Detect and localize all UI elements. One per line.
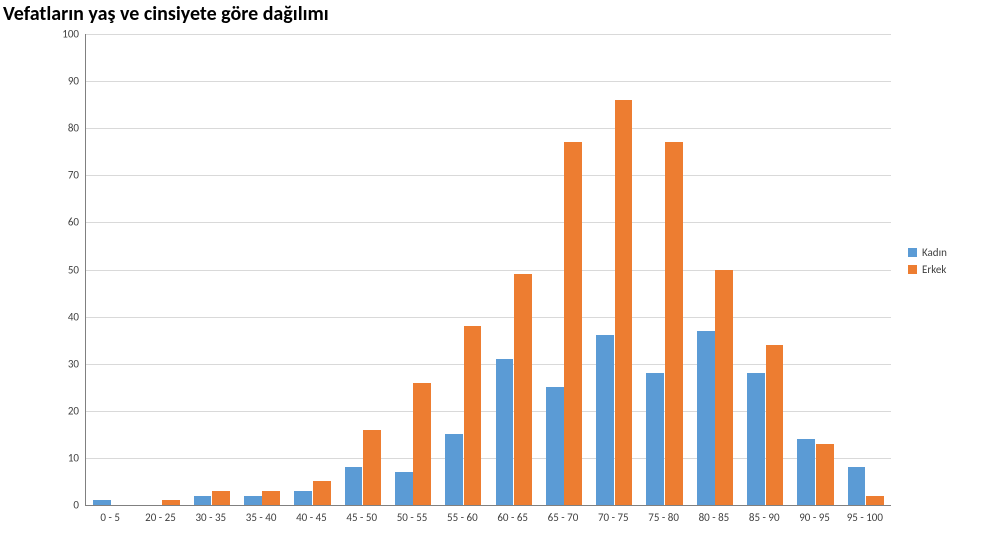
y-tick-label: 20 [55, 404, 79, 417]
bar [212, 491, 230, 505]
legend-item: Erkek [908, 263, 947, 276]
bar [496, 359, 514, 505]
bar [244, 496, 262, 505]
gridline [86, 270, 891, 271]
bar [816, 444, 834, 505]
y-tick-label: 100 [55, 28, 79, 41]
legend-label: Erkek [922, 263, 946, 276]
x-tick-label: 20 - 25 [145, 511, 176, 524]
bar [646, 373, 664, 505]
y-tick-label: 30 [55, 357, 79, 370]
y-tick-label: 40 [55, 310, 79, 323]
y-tick-label: 70 [55, 169, 79, 182]
x-tick-label: 35 - 40 [246, 511, 277, 524]
bar [445, 434, 463, 505]
bar [665, 142, 683, 505]
bar [697, 331, 715, 505]
bar [715, 270, 733, 506]
x-tick-label: 65 - 70 [548, 511, 579, 524]
x-tick-label: 85 - 90 [749, 511, 780, 524]
bar [866, 496, 884, 505]
bar [162, 500, 180, 505]
x-tick-label: 80 - 85 [699, 511, 730, 524]
x-tick-label: 0 - 5 [100, 511, 120, 524]
bar [564, 142, 582, 505]
bar [294, 491, 312, 505]
x-tick-label: 70 - 75 [598, 511, 629, 524]
bar [514, 274, 532, 505]
gridline [86, 175, 891, 176]
y-tick-label: 90 [55, 75, 79, 88]
legend-label: Kadın [922, 246, 947, 259]
x-tick-label: 55 - 60 [447, 511, 478, 524]
y-tick-label: 10 [55, 451, 79, 464]
y-tick-label: 80 [55, 122, 79, 135]
bar [596, 335, 614, 505]
y-tick-label: 50 [55, 263, 79, 276]
x-tick-label: 75 - 80 [648, 511, 679, 524]
bar [848, 467, 866, 505]
bar [413, 383, 431, 505]
chart-title: Vefatların yaş ve cinsiyete göre dağılım… [3, 2, 329, 26]
bar [747, 373, 765, 505]
x-tick-label: 50 - 55 [397, 511, 428, 524]
bar [363, 430, 381, 505]
legend-swatch [908, 265, 917, 274]
y-tick-label: 60 [55, 216, 79, 229]
bar [262, 491, 280, 505]
bar [766, 345, 784, 505]
x-tick-label: 40 - 45 [296, 511, 327, 524]
plot-area [85, 34, 891, 506]
bar [615, 100, 633, 505]
bar [546, 387, 564, 505]
bar [797, 439, 815, 505]
legend: Kadın Erkek [908, 246, 947, 280]
gridline [86, 34, 891, 35]
x-tick-label: 45 - 50 [346, 511, 377, 524]
bar [464, 326, 482, 505]
bar [313, 481, 331, 505]
y-tick-label: 0 [55, 499, 79, 512]
bar [345, 467, 363, 505]
x-tick-label: 95 - 100 [847, 511, 883, 524]
bar [194, 496, 212, 505]
x-tick-label: 90 - 95 [799, 511, 830, 524]
legend-item: Kadın [908, 246, 947, 259]
gridline [86, 222, 891, 223]
gridline [86, 128, 891, 129]
bar [93, 500, 111, 505]
x-tick-label: 30 - 35 [195, 511, 226, 524]
x-tick-label: 60 - 65 [497, 511, 528, 524]
legend-swatch [908, 248, 917, 257]
bar [395, 472, 413, 505]
gridline [86, 81, 891, 82]
gridline [86, 317, 891, 318]
